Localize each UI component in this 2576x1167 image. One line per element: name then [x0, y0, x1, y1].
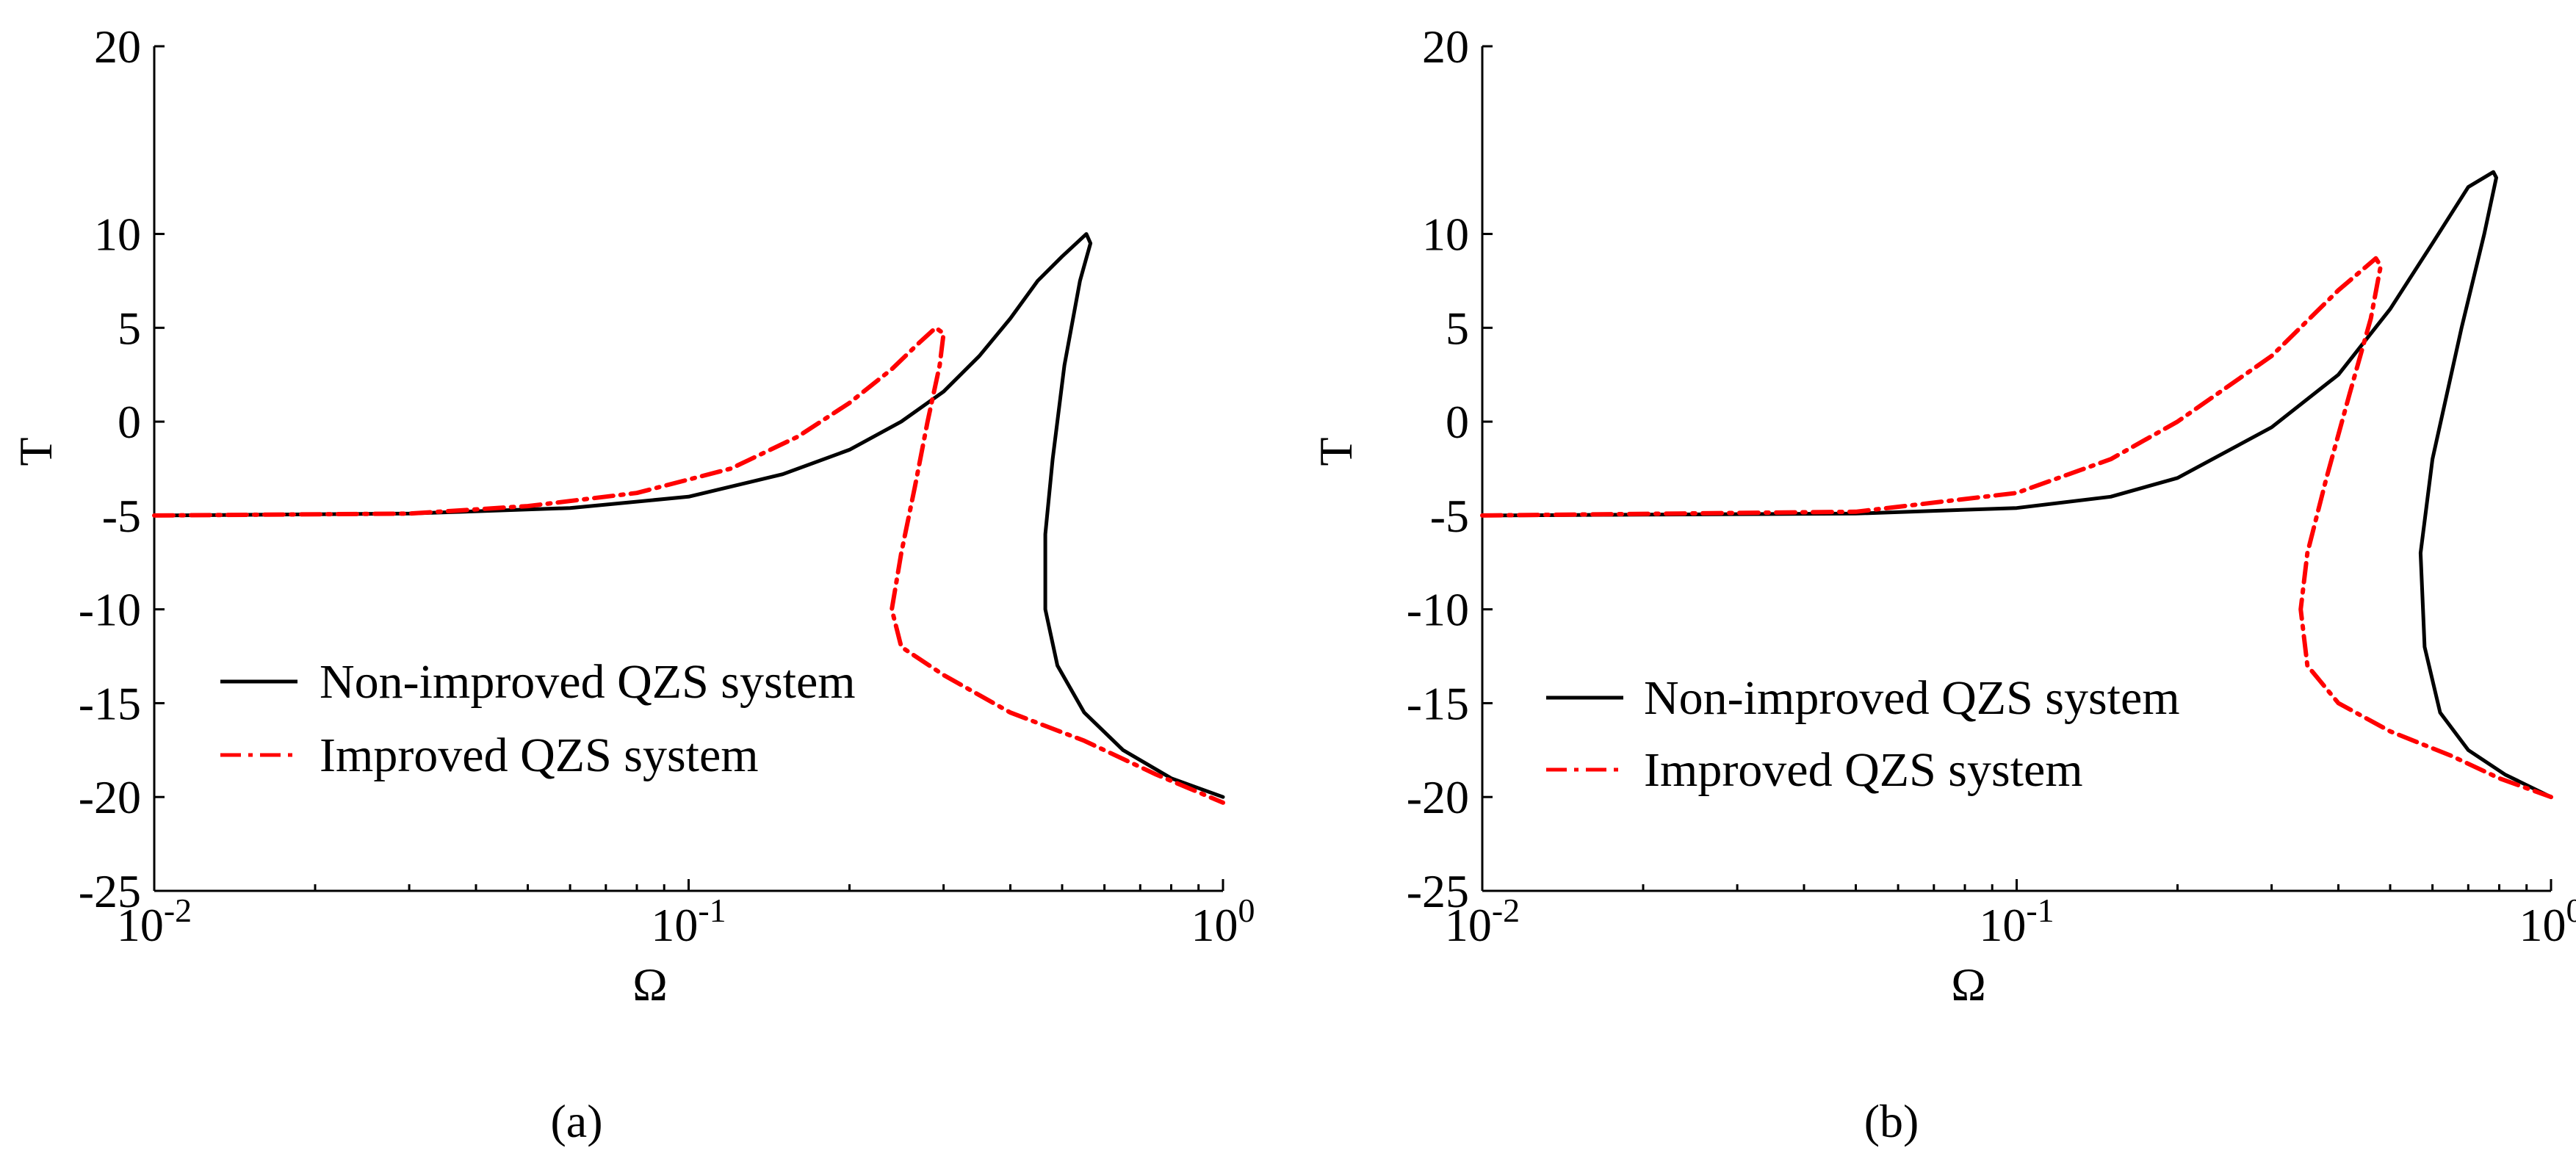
series-line-non-improved-qzs-system	[152, 232, 1225, 799]
y-tick-label: -10	[1407, 584, 1469, 636]
y-axis-label: T	[1310, 437, 1362, 466]
y-tick-label: -20	[79, 771, 141, 823]
legend-label-non-improved: Non-improved QZS system	[1644, 671, 2180, 725]
legend-label-non-improved: Non-improved QZS system	[320, 655, 856, 709]
series-line-non-improved-qzs-system	[1480, 170, 2553, 799]
x-tick-label: 10-1	[651, 892, 726, 951]
y-tick-label: 5	[1446, 302, 1469, 354]
y-tick-label: -5	[102, 490, 141, 542]
y-tick-label: 5	[118, 302, 141, 354]
y-tick-label: -20	[1407, 771, 1469, 823]
x-tick-label: 10-2	[117, 892, 192, 951]
y-tick-label: 0	[1446, 396, 1469, 448]
legend: Non-improved QZS system Improved QZS sys…	[220, 655, 856, 782]
y-tick-label: 20	[94, 21, 141, 73]
series-line-improved-qzs-system	[1480, 256, 2553, 800]
y-tick-label: 20	[1422, 21, 1469, 73]
y-tick-label: -25	[79, 865, 141, 917]
legend-label-improved: Improved QZS system	[320, 729, 759, 782]
x-tick-label: 10-2	[1445, 892, 1520, 951]
y-tick-label: 10	[94, 209, 141, 261]
x-tick-label: 100	[1191, 892, 1255, 951]
y-axis-label: T	[10, 437, 62, 466]
y-tick-label: -15	[79, 677, 141, 729]
y-tick-label: -5	[1430, 490, 1469, 542]
panel-label-b: (b)	[1864, 1095, 1919, 1147]
y-tick-label: 0	[118, 396, 141, 448]
y-tick-label: -25	[1407, 865, 1469, 917]
x-tick-label: 100	[2519, 892, 2576, 951]
x-axis-label: Ω	[632, 958, 668, 1011]
x-tick-label: 10-1	[1979, 892, 2054, 951]
y-tick-label: 10	[1422, 209, 1469, 261]
legend-label-improved: Improved QZS system	[1644, 743, 2083, 797]
y-tick-label: -10	[79, 584, 141, 636]
y-tick-label: -15	[1407, 677, 1469, 729]
x-axis-label: Ω	[1951, 958, 1986, 1011]
panel-label-a: (a)	[550, 1095, 602, 1147]
series-line-improved-qzs-system	[152, 325, 1225, 805]
legend: Non-improved QZS system Improved QZS sys…	[1546, 671, 2180, 797]
